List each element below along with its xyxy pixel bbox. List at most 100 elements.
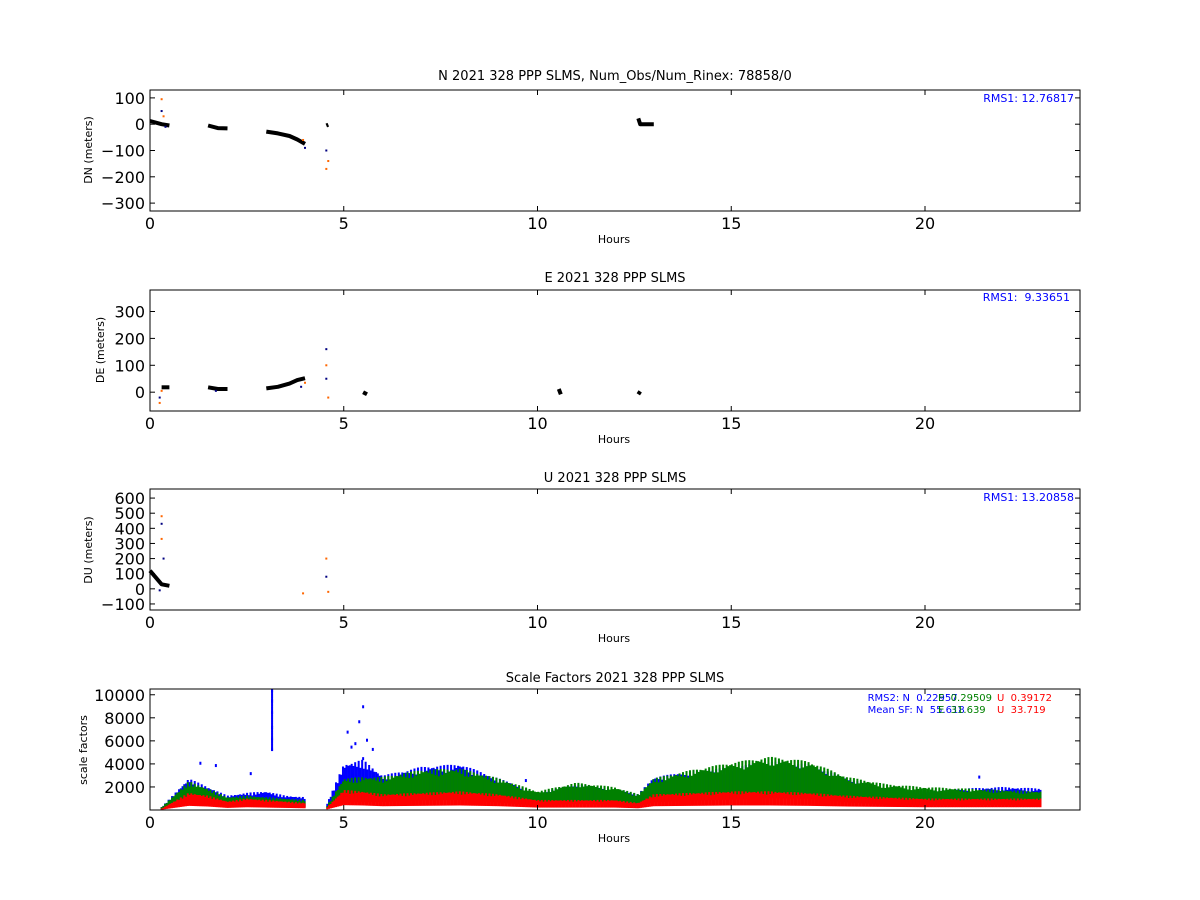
sf-spike-cluster (271, 749, 274, 752)
x-tick-label: 20 (915, 813, 935, 832)
x-tick-label: 20 (915, 613, 935, 632)
sf-spike-cluster (271, 705, 274, 708)
sf-spike-cluster (271, 737, 274, 740)
x-tick-label: 5 (339, 414, 349, 433)
panel-north-ylabel: DN (meters) (82, 116, 95, 184)
sf-spike-cluster (271, 744, 274, 747)
y-tick-label: 6000 (104, 732, 145, 751)
outlier-point (304, 381, 306, 384)
sf-spike (524, 779, 527, 783)
sf-spike (362, 757, 365, 761)
panel-scale-factors-xlabel: Hours (598, 832, 630, 845)
outlier-point (160, 98, 163, 101)
panel-scale-factors-plot (160, 689, 1042, 810)
y-tick-label: 10000 (94, 686, 145, 705)
mean-sf-u: U 33.719 (997, 705, 1046, 716)
sf-spike-cluster (271, 742, 274, 745)
panel-scale-factors-frame (149, 688, 1081, 811)
panel-scale-factors: Scale Factors 2021 328 PPP SLMS RMS2: N … (77, 671, 1081, 845)
y-tick-label: 300 (114, 534, 145, 553)
sf-spike-cluster (271, 715, 274, 718)
y-tick-label: 400 (114, 519, 145, 538)
sf-spike-cluster (271, 724, 274, 727)
sf-spike (346, 730, 349, 734)
sf-spike-cluster (271, 690, 274, 693)
sf-spike-cluster (271, 741, 274, 744)
panel-scale-factors-title: Scale Factors 2021 328 PPP SLMS (506, 671, 725, 686)
panel-east-title: E 2021 328 PPP SLMS (544, 271, 685, 286)
sf-series-u (160, 790, 1042, 810)
sf-spike-cluster (271, 702, 274, 705)
panel-east-rms-label: RMS1: 9.33651 (983, 291, 1070, 304)
panel-east-ylabel: DE (meters) (94, 317, 107, 383)
y-tick-label: 100 (114, 565, 145, 584)
panel-up-title: U 2021 328 PPP SLMS (544, 471, 686, 486)
outlier-point (160, 522, 163, 525)
panel-north: N 2021 328 PPP SLMS, Num_Obs/Num_Rinex: … (82, 69, 1081, 246)
x-tick-label: 0 (145, 613, 155, 632)
y-tick-label: 0 (135, 580, 145, 599)
outlier-point (158, 401, 161, 404)
sf-spike-cluster (271, 747, 274, 750)
panel-scale-factors-ticks: 0 5 10 15 20 10000 8000 6000 4000 2000 (94, 686, 1080, 832)
rms2-e: E 0.29509 (938, 693, 992, 704)
mean-sf-e: E 31.639 (938, 705, 986, 716)
x-tick-label: 15 (721, 613, 741, 632)
panel-up: U 2021 328 PPP SLMS RMS1: 13.20858 DU (m… (82, 471, 1081, 645)
sf-spike-cluster (271, 739, 274, 742)
sf-spike-cluster (271, 729, 274, 732)
sf-spike (249, 772, 252, 776)
outlier-point (327, 396, 330, 399)
panel-north-title: N 2021 328 PPP SLMS, Num_Obs/Num_Rinex: … (438, 69, 792, 84)
panel-scale-factors-ylabel: scale factors (77, 715, 90, 785)
outlier-point (160, 110, 163, 113)
x-tick-label: 10 (527, 613, 547, 632)
sf-spike-cluster (271, 732, 274, 735)
outlier-point (325, 167, 328, 170)
panel-east-xlabel: Hours (598, 433, 630, 446)
rms2-u: U 0.39172 (997, 693, 1052, 704)
sf-spike-cluster (271, 689, 274, 692)
sf-spike-cluster (271, 699, 274, 702)
panel-up-frame (149, 488, 1081, 611)
outlier-point (325, 364, 328, 367)
x-tick-label: 20 (915, 414, 935, 433)
sf-spike-cluster (271, 703, 274, 706)
sf-spike-cluster (271, 734, 274, 737)
outlier-point (160, 537, 163, 540)
outlier-point (162, 115, 165, 118)
y-tick-label: 200 (114, 550, 145, 569)
track-line (636, 390, 642, 396)
sf-spike (214, 764, 217, 768)
panel-north-plot (149, 98, 654, 170)
panel-north-rms-label: RMS1: 12.76817 (983, 92, 1074, 105)
sf-spike-cluster (271, 720, 274, 723)
x-tick-label: 20 (915, 214, 935, 233)
outlier-point (214, 389, 217, 392)
sf-spike-cluster (271, 697, 274, 700)
outlier-point (325, 377, 328, 380)
outlier-point (325, 557, 328, 560)
svg-text:Mean SF: N 55.618 E: Mean SF: N 55.618 E 31.639 U 33.719 (839, 705, 1068, 716)
y-tick-label: −200 (101, 168, 145, 187)
track-line (362, 390, 368, 397)
sf-spike (978, 775, 981, 779)
track-line (207, 123, 228, 131)
sf-spike-cluster (271, 718, 274, 721)
mean-sf-n: Mean SF: N 55.618 (868, 705, 965, 716)
outlier-point (325, 575, 328, 578)
sf-spike-cluster (271, 726, 274, 729)
sf-spike-cluster (271, 708, 274, 711)
sf-spike (199, 761, 202, 765)
x-tick-label: 10 (527, 214, 547, 233)
y-tick-label: 2000 (104, 778, 145, 797)
track-line (149, 119, 170, 128)
sf-spike-cluster (271, 692, 274, 695)
sf-spike (371, 747, 374, 751)
y-tick-label: 100 (114, 89, 145, 108)
svg-text:RMS2: N 0.22957 E 0.: RMS2: N 0.22957 E 0.29509 U 0.39172 (839, 693, 1074, 704)
y-tick-label: 500 (114, 504, 145, 523)
sf-spike (358, 720, 361, 724)
